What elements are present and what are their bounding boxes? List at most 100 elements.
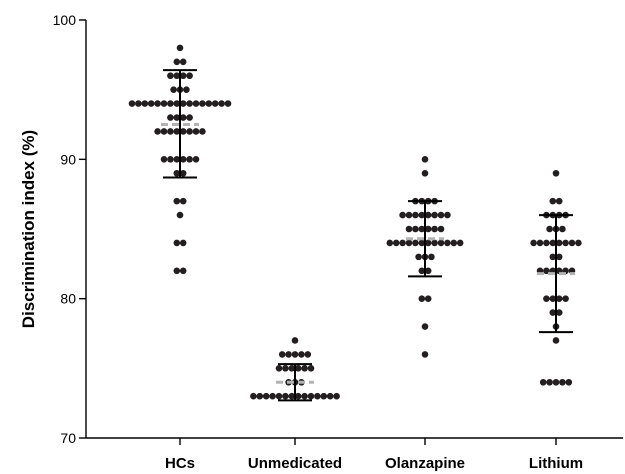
data-point <box>205 100 213 107</box>
data-point <box>543 239 550 247</box>
data-point <box>186 114 193 121</box>
data-point <box>173 100 181 107</box>
data-point <box>186 72 193 80</box>
data-point <box>199 100 206 107</box>
data-point <box>418 267 426 275</box>
data-point <box>575 239 582 247</box>
data-point <box>418 211 426 219</box>
data-point <box>224 100 232 107</box>
data-point <box>173 169 181 177</box>
data-point <box>431 225 438 233</box>
data-point <box>173 197 181 205</box>
y-tick-label: 80 <box>60 291 76 307</box>
data-point <box>444 211 451 219</box>
x-tick-label: Unmedicated <box>248 455 342 472</box>
x-tick-label: Olanzapine <box>385 455 465 472</box>
data-point <box>405 211 413 219</box>
data-point <box>282 392 289 400</box>
data-point <box>568 239 576 247</box>
data-point <box>218 100 225 107</box>
data-point <box>179 128 187 135</box>
data-point <box>285 351 292 358</box>
data-point <box>160 128 168 135</box>
data-point <box>183 86 190 93</box>
data-point <box>428 253 435 261</box>
data-point <box>250 392 257 400</box>
data-point <box>170 86 177 93</box>
data-point <box>549 197 557 205</box>
data-groups <box>128 44 582 402</box>
data-point <box>278 351 286 358</box>
data-point <box>424 211 432 219</box>
data-point <box>412 225 419 233</box>
x-tick-label: Lithium <box>529 455 583 472</box>
data-point <box>437 211 445 219</box>
data-point <box>559 225 566 233</box>
data-point <box>173 72 181 80</box>
data-point <box>412 211 419 219</box>
group-unmedicated <box>250 337 340 402</box>
data-point <box>179 58 187 66</box>
data-point <box>333 392 340 400</box>
data-point <box>173 114 181 121</box>
data-point <box>160 156 168 163</box>
data-point <box>275 392 283 400</box>
data-point <box>167 156 174 163</box>
data-point <box>559 378 566 386</box>
data-point <box>555 253 563 261</box>
data-point <box>186 156 193 163</box>
data-point <box>552 337 560 344</box>
data-point <box>288 365 296 372</box>
data-point <box>179 197 187 205</box>
data-point <box>565 378 573 386</box>
data-point <box>147 100 155 107</box>
data-point <box>154 128 161 135</box>
data-point <box>179 239 187 247</box>
data-point <box>173 128 181 135</box>
data-point <box>173 267 181 275</box>
data-point <box>154 100 161 107</box>
data-point <box>179 114 187 121</box>
data-point <box>192 128 200 135</box>
data-point <box>173 239 181 247</box>
data-point <box>326 392 334 400</box>
data-point <box>437 225 445 233</box>
data-point <box>173 156 181 163</box>
data-point <box>211 100 219 107</box>
data-point <box>562 295 569 302</box>
data-point <box>421 156 429 163</box>
data-point <box>412 239 419 247</box>
data-point <box>307 365 315 372</box>
data-point <box>176 44 184 52</box>
data-point <box>167 114 174 121</box>
y-tick-label: 100 <box>53 12 77 28</box>
data-point <box>456 239 464 247</box>
data-point <box>549 295 557 302</box>
data-point <box>179 156 187 163</box>
data-point <box>424 225 432 233</box>
data-point <box>269 392 276 400</box>
data-point <box>307 392 315 400</box>
data-point <box>275 365 283 372</box>
data-point <box>536 239 544 247</box>
data-point <box>291 337 299 344</box>
data-point <box>176 211 184 219</box>
group-lithium <box>530 169 582 386</box>
data-point <box>288 392 296 400</box>
data-point <box>179 72 187 80</box>
x-ticks: HCs Unmedicated Olanzapine Lithium <box>165 438 583 472</box>
y-axis-label: Discrimination index (%) <box>19 130 38 328</box>
data-point <box>179 100 187 107</box>
data-point <box>549 239 557 247</box>
data-point <box>543 295 550 302</box>
data-point <box>555 239 563 247</box>
data-point <box>298 351 305 358</box>
data-point <box>256 392 264 400</box>
data-point <box>199 128 206 135</box>
data-point <box>294 392 302 400</box>
data-point <box>192 156 200 163</box>
data-point <box>444 239 451 247</box>
data-point <box>421 323 429 330</box>
data-point <box>304 351 312 358</box>
data-point <box>405 239 413 247</box>
